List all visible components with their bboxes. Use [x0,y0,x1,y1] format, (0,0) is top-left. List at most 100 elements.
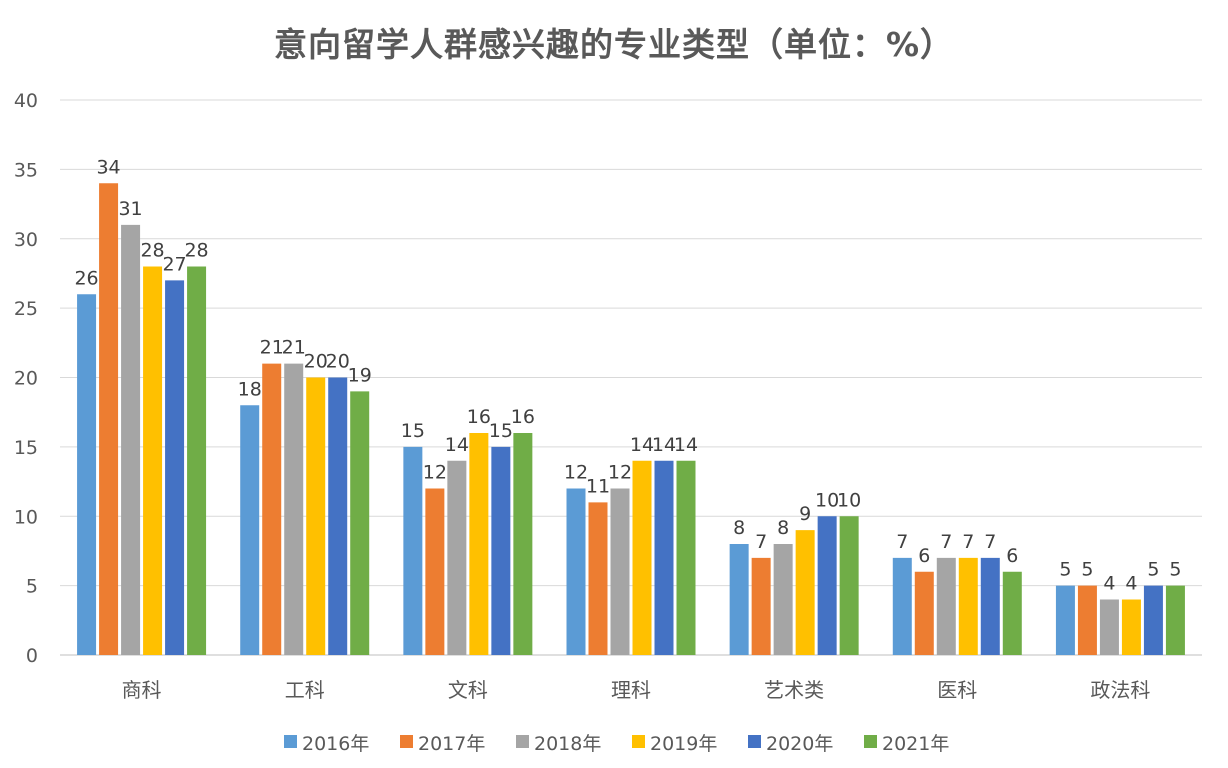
bar [143,266,163,655]
x-tick-label: 医科 [937,678,977,702]
legend-swatch [400,735,413,748]
bar [676,460,696,655]
data-label: 11 [586,475,610,497]
x-tick-label: 文科 [448,678,488,702]
bar [1002,571,1022,655]
data-label: 12 [564,462,588,484]
bar [588,502,608,655]
bar [892,557,912,655]
x-tick-label: 政法科 [1090,678,1150,702]
bar [1143,585,1163,655]
bar [958,557,978,655]
bar [513,433,533,655]
data-label: 15 [489,420,513,442]
bar [491,446,511,655]
data-label: 28 [184,240,208,262]
x-tick-label: 理科 [611,678,651,702]
data-label: 10 [837,489,861,511]
bar [936,557,956,655]
data-label: 15 [401,420,425,442]
chart-title: 意向留学人群感兴趣的专业类型（单位：%） [273,25,955,64]
y-tick-label: 5 [26,576,38,598]
bar [284,363,304,655]
legend-swatch [864,735,877,748]
bar [1055,585,1075,655]
bar [121,224,141,655]
data-label: 18 [238,378,262,400]
data-label: 20 [304,351,328,373]
data-label: 12 [608,462,632,484]
legend-swatch [516,735,529,748]
data-label: 5 [1147,559,1159,581]
bar [425,488,445,655]
legend-label: 2021年 [882,733,949,755]
bar [610,488,630,655]
bar [817,516,837,655]
legend-label: 2017年 [418,733,485,755]
data-label: 8 [733,517,745,539]
bar [306,377,326,655]
data-label: 14 [652,434,676,456]
data-label: 4 [1125,573,1137,595]
bar [654,460,674,655]
data-label: 7 [962,531,974,553]
bar [1077,585,1097,655]
bar [980,557,1000,655]
legend-label: 2016年 [302,733,369,755]
bar [839,516,859,655]
data-label: 20 [326,351,350,373]
bar [469,433,489,655]
bar [328,377,348,655]
data-label: 31 [118,198,142,220]
y-tick-label: 20 [14,368,38,390]
bar [240,405,260,655]
legend-label: 2019年 [650,733,717,755]
legend-swatch [284,735,297,748]
bar [403,446,423,655]
data-label: 19 [348,364,372,386]
data-label: 14 [674,434,698,456]
x-tick-label: 艺术类 [764,678,824,702]
bar [914,571,934,655]
data-label: 21 [260,337,284,359]
data-label: 16 [467,406,491,428]
legend-label: 2020年 [766,733,833,755]
data-label: 16 [511,406,535,428]
data-label: 4 [1103,573,1115,595]
y-tick-label: 10 [14,506,38,528]
y-tick-label: 30 [14,229,38,251]
y-tick-label: 40 [14,90,38,112]
legend-swatch [748,735,761,748]
bar [729,544,749,655]
bar [165,280,185,655]
data-label: 21 [282,337,306,359]
data-label: 14 [445,434,469,456]
data-label: 8 [777,517,789,539]
bar [1121,599,1141,655]
bar [566,488,586,655]
data-label: 10 [815,489,839,511]
y-tick-label: 0 [26,645,38,667]
data-label: 5 [1081,559,1093,581]
data-label: 28 [140,240,164,262]
data-label: 14 [630,434,654,456]
bar [751,557,771,655]
x-tick-label: 工科 [285,678,325,702]
y-tick-label: 25 [14,298,38,320]
data-label: 5 [1059,559,1071,581]
data-label: 9 [799,503,811,525]
y-tick-label: 15 [14,437,38,459]
legend-swatch [632,735,645,748]
data-label: 27 [162,253,186,275]
bar [99,183,119,655]
bar [187,266,207,655]
bar [447,460,467,655]
data-label: 12 [423,462,447,484]
bar [1165,585,1185,655]
bar [632,460,652,655]
data-label: 34 [96,156,120,178]
data-label: 5 [1169,559,1181,581]
data-label: 6 [1006,545,1018,567]
legend-label: 2018年 [534,733,601,755]
